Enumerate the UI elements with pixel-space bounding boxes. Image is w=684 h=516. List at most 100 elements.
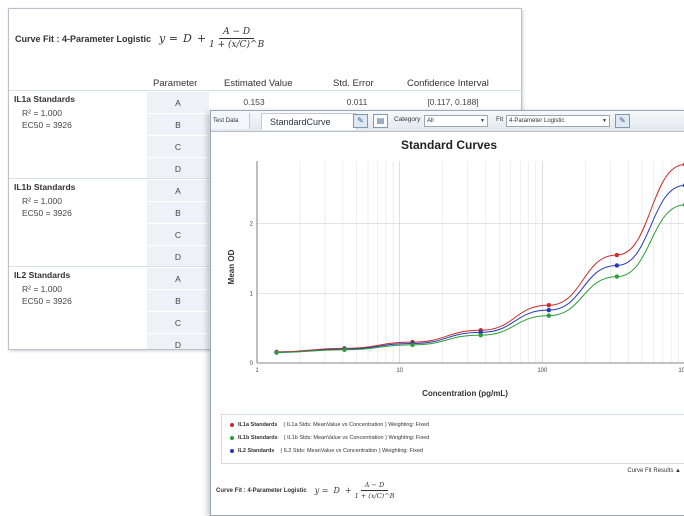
estimated-value-a: 0.153 xyxy=(243,97,265,107)
std-error-a: 0.011 xyxy=(346,97,368,107)
category-label: Category xyxy=(394,116,421,123)
group-r-squared: R² = 1.000 xyxy=(22,196,62,206)
legend-detail: ( IL2 Stds: MeanValue vs Concentration )… xyxy=(280,448,423,454)
param-cell-a: A xyxy=(147,267,209,290)
group-r-squared: R² = 1.000 xyxy=(22,284,62,294)
data-point-series-2 xyxy=(342,347,347,352)
curves xyxy=(276,164,684,354)
group-ec50: EC50 = 3926 xyxy=(22,120,72,130)
data-point-series-0 xyxy=(546,302,551,308)
confidence-interval-a: [0.117, 0.188] xyxy=(427,97,479,107)
y-tick-label: 2 xyxy=(250,222,254,228)
param-cell-a: A xyxy=(147,179,209,202)
legend-marker xyxy=(230,448,234,453)
standard-curve-chart: 1101001000012 Mean OD Concentration (pg/… xyxy=(227,161,684,398)
y-axis-label: Mean OD xyxy=(227,249,236,284)
settings-icon[interactable]: ✎ xyxy=(615,114,630,128)
data-point-series-1 xyxy=(614,263,620,268)
data-point-series-1 xyxy=(546,307,551,313)
group-il1a: IL1a Standards R² = 1.000 EC50 = 3926 A … xyxy=(9,90,521,180)
column-header-confidence-interval: Confidence Interval xyxy=(407,78,489,89)
curve-fit-label: Curve Fit : 4-Parameter Logistic xyxy=(216,487,307,494)
legend-name: IL1a Standards xyxy=(238,422,278,428)
x-tick-label: 100 xyxy=(537,368,548,374)
x-tick-label: 1 xyxy=(255,368,259,374)
legend-item-il2: IL2 Standards ( IL2 Stds: MeanValue vs Co… xyxy=(230,448,423,454)
formula-fraction: A − D 1 + (x/C)^B xyxy=(355,481,395,500)
legend-name: IL2 Standards xyxy=(238,448,275,454)
x-tick-label: 10 xyxy=(396,368,403,374)
param-cell-d: D xyxy=(147,157,209,180)
formula-d: D xyxy=(182,32,192,45)
column-header-estimated-value: Estimated Value xyxy=(224,78,293,89)
fit-formula: y = D + A − D 1 + (x/C)^B xyxy=(315,481,398,500)
param-cell-a: A xyxy=(147,91,209,114)
curve-fit-results-toggle[interactable]: Curve Fit Results ▲ xyxy=(627,468,681,474)
chart-icon[interactable]: ▤ xyxy=(373,114,388,128)
category-value: All xyxy=(427,118,434,124)
param-cell-c: C xyxy=(147,135,209,158)
formula-d: D xyxy=(333,486,340,495)
formula-numerator: A − D xyxy=(219,27,255,39)
legend-detail: ( IL1a Stds: MeanValue vs Concentration … xyxy=(283,422,430,428)
x-tick-label: 1000 xyxy=(678,368,684,374)
formula-denominator: 1 + (x/C)^B xyxy=(209,40,265,50)
formula-lhs: y = xyxy=(314,486,329,495)
group-name: IL1b Standards xyxy=(14,182,76,192)
data-point-series-0 xyxy=(614,252,620,258)
legend-marker xyxy=(230,422,234,427)
group-ec50: EC50 = 3926 xyxy=(22,296,72,306)
x-axis-label: Concentration (pg/mL) xyxy=(422,389,508,398)
data-point-series-2 xyxy=(410,342,415,348)
chevron-down-icon: ▼ xyxy=(480,118,485,124)
param-cell-d: D xyxy=(147,333,209,349)
y-tick-label: 1 xyxy=(250,291,254,297)
formula-denominator: 1 + (x/C)^B xyxy=(354,492,395,500)
curve-fit-header: Curve Fit : 4-Parameter Logistic y = D +… xyxy=(15,27,267,50)
param-cell-b: B xyxy=(147,113,209,136)
formula-plus: + xyxy=(196,32,207,45)
legend-item-il1b: IL1b Standards ( IL1b Stds: MeanValue vs … xyxy=(230,435,429,441)
legend: IL1a Standards ( IL1a Stds: MeanValue vs … xyxy=(221,414,684,464)
tab-test-data[interactable]: Test Data xyxy=(211,113,250,129)
param-cell-b: B xyxy=(147,201,209,224)
standard-curve-panel: Test Data StandardCurve ✎ ▤ Category All… xyxy=(210,110,684,516)
data-point-series-2 xyxy=(274,350,279,355)
bottom-curve-fit-header: Curve Fit : 4-Parameter Logistic y = D +… xyxy=(216,481,397,500)
data-point-series-2 xyxy=(546,313,551,318)
group-ec50: EC50 = 3926 xyxy=(22,208,72,218)
data-point-series-2 xyxy=(478,332,483,338)
formula-fraction: A − D 1 + (x/C)^B xyxy=(209,27,264,50)
axes: 1101001000012 xyxy=(250,161,684,374)
column-header-parameter: Parameter xyxy=(153,78,198,89)
edit-chart-icon[interactable]: ✎ xyxy=(353,114,368,128)
legend-detail: ( IL1b Stds: MeanValue vs Concentration … xyxy=(283,435,430,441)
param-cell-b: B xyxy=(147,289,209,312)
category-select[interactable]: All ▼ xyxy=(424,115,488,127)
chart-title: Standard Curves xyxy=(400,138,498,152)
column-header-std-error: Std. Error xyxy=(333,78,374,89)
formula-lhs: y = xyxy=(159,32,178,45)
fit-select[interactable]: 4-Parameter Logistic ▼ xyxy=(506,115,610,127)
group-name: IL1a Standards xyxy=(14,94,75,104)
toolbar: Test Data StandardCurve ✎ ▤ Category All… xyxy=(211,111,684,132)
chevron-down-icon: ▼ xyxy=(602,118,607,124)
legend-item-il1a: IL1a Standards ( IL1a Stds: MeanValue vs … xyxy=(230,422,429,428)
fit-label: Fit xyxy=(496,116,504,123)
legend-marker xyxy=(230,435,234,440)
group-il1b: IL1b Standards R² = 1.000 EC50 = 3926 A … xyxy=(9,178,521,268)
formula-plus: + xyxy=(344,486,352,495)
curve-fit-label: Curve Fit : 4-Parameter Logistic xyxy=(15,33,152,44)
group-il2: IL2 Standards R² = 1.000 EC50 = 3926 A B… xyxy=(9,266,521,349)
data-points xyxy=(274,162,684,355)
fit-curve-series-1 xyxy=(276,185,684,354)
group-name: IL2 Standards xyxy=(14,270,71,280)
formula-numerator: A − D xyxy=(360,481,389,491)
fit-formula: y = D + A − D 1 + (x/C)^B xyxy=(159,27,267,50)
fit-value: 4-Parameter Logistic xyxy=(509,118,565,124)
legend-name: IL1b Standards xyxy=(238,435,278,441)
group-r-squared: R² = 1.000 xyxy=(22,108,62,118)
y-tick-label: 0 xyxy=(250,361,254,367)
tab-standard-curve[interactable]: StandardCurve xyxy=(261,113,357,130)
param-cell-c: C xyxy=(147,311,209,334)
